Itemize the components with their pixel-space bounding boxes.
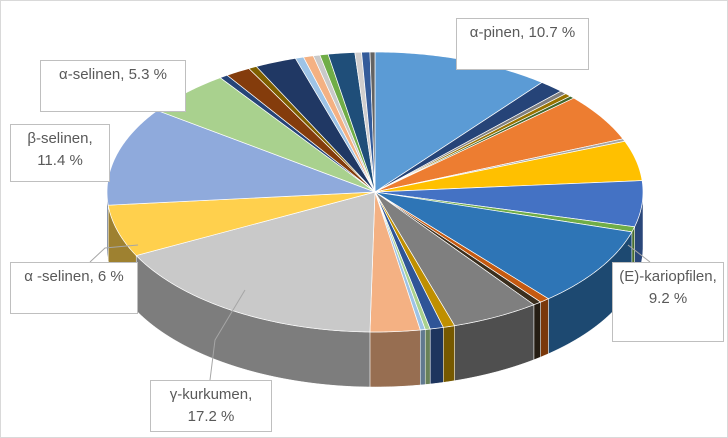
pie-slice [374, 191, 535, 327]
data-label: β-selinen, 11.4 % [10, 124, 110, 182]
pie-slice [374, 191, 633, 300]
pie-side [419, 329, 426, 386]
pie-slice [369, 191, 421, 333]
pie-slice [374, 180, 644, 228]
pie-slice [369, 51, 376, 193]
pie-slice [374, 97, 624, 193]
leader-lines [89, 244, 651, 381]
pie-slice [107, 191, 376, 256]
pie [106, 51, 644, 388]
pie-slice [374, 191, 444, 330]
pie-side [540, 298, 549, 358]
data-label: γ-kurkumen, 17.2 % [150, 380, 272, 432]
data-label: α -selinen, 6 % [10, 262, 138, 314]
leader-line [209, 289, 246, 381]
pie-side [443, 325, 455, 383]
pie-slice [226, 68, 376, 193]
pie-slice [106, 110, 376, 206]
data-label: α-selinen, 5.3 % [40, 60, 186, 112]
data-label: α-pinen, 10.7 % [456, 18, 589, 70]
data-label: (E)-kariopfilen, 9.2 % [612, 262, 724, 342]
pie-side [533, 301, 541, 361]
pie-side [369, 329, 421, 388]
pie-side [424, 328, 431, 385]
pie-slice [327, 52, 376, 193]
pie-side [429, 327, 444, 385]
pie-slice [374, 82, 562, 193]
leader-line [627, 244, 651, 263]
pie-slice [255, 57, 376, 193]
pie-slice [374, 140, 643, 193]
leader-line [89, 244, 139, 263]
pie-slice [374, 191, 456, 328]
